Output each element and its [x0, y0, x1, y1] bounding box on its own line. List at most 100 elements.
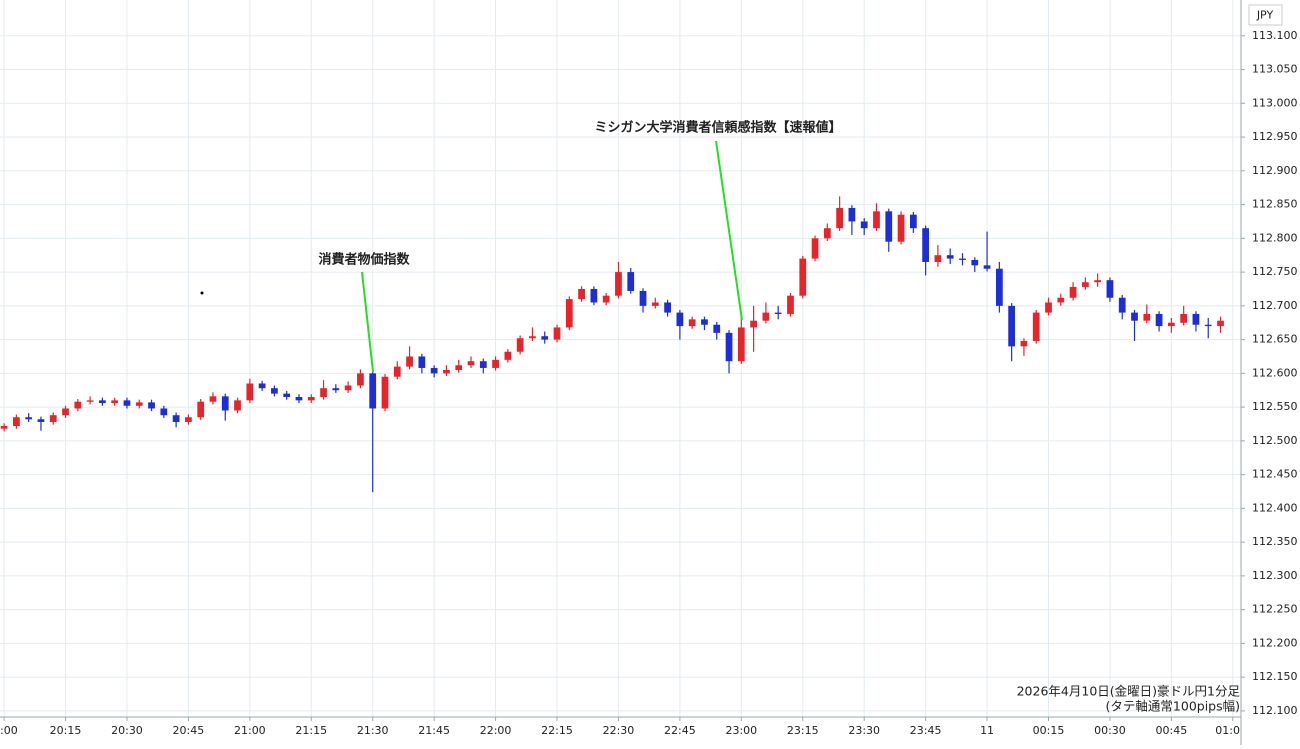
- candle-body: [1155, 313, 1163, 327]
- candle-body: [357, 373, 364, 386]
- y-tick-label: 112.300: [1252, 569, 1298, 582]
- candle-body: [799, 258, 807, 296]
- y-tick-label: 112.450: [1252, 468, 1298, 481]
- x-tick-label: 01:0: [1215, 724, 1240, 737]
- y-tick-label: 112.100: [1252, 704, 1298, 717]
- candle-body: [209, 396, 217, 402]
- y-axis-label: JPY: [1256, 9, 1274, 22]
- annotation: 消費者物価指数: [318, 252, 410, 268]
- x-tick-label: 23:45: [910, 724, 942, 737]
- candle-body: [369, 373, 377, 409]
- candle-body: [1106, 280, 1114, 298]
- y-tick-label: 112.600: [1252, 366, 1298, 379]
- candle-body: [393, 366, 401, 377]
- candle-body: [909, 214, 917, 229]
- y-tick-label: 112.200: [1252, 636, 1298, 649]
- y-tick-label: 113.000: [1252, 96, 1298, 109]
- x-tick-label: 11: [980, 724, 994, 737]
- candle-body: [271, 388, 278, 394]
- candle-body: [1020, 340, 1028, 347]
- candle-body: [258, 383, 266, 389]
- candle-body: [197, 401, 205, 418]
- y-tick-label: 113.050: [1252, 63, 1298, 76]
- candle-body: [701, 319, 708, 325]
- candle-body: [344, 385, 352, 391]
- candle-body: [725, 332, 733, 362]
- candle-body: [1045, 302, 1052, 313]
- grid: [0, 0, 1241, 717]
- candle-body: [934, 255, 942, 262]
- y-tick-label: 112.500: [1252, 434, 1298, 447]
- x-tick-label: 22:00: [480, 724, 512, 737]
- candle-body: [1217, 320, 1224, 327]
- y-tick-label: 112.750: [1252, 265, 1298, 278]
- y-tick-label: 112.900: [1252, 164, 1298, 177]
- candle-body: [897, 214, 905, 242]
- candle-body: [774, 312, 782, 314]
- candle-body: [516, 338, 524, 352]
- x-tick-label: 22:30: [603, 724, 635, 737]
- y-tick-label: 112.150: [1252, 670, 1298, 683]
- candle-body: [1032, 312, 1040, 341]
- x-tick-label: 21:45: [418, 724, 450, 737]
- annotation-line: [361, 271, 374, 373]
- candle-body: [62, 408, 69, 416]
- caption: 2026年4月10日(金曜日)豪ドル円1分足: [1017, 684, 1241, 699]
- candle-body: [1081, 282, 1089, 287]
- y-tick-label: 112.350: [1252, 535, 1298, 548]
- x-tick-label: 21:00: [234, 724, 266, 737]
- candle-body: [185, 417, 192, 422]
- candle-body: [1118, 297, 1126, 313]
- candle-body: [615, 272, 622, 296]
- y-tick-label: 112.400: [1252, 501, 1298, 514]
- candle-body: [995, 268, 1003, 306]
- candle-body: [504, 351, 512, 360]
- candle-body: [1094, 280, 1102, 283]
- y-tick-label: 113.100: [1252, 29, 1298, 42]
- candle-body: [602, 295, 610, 303]
- candle-body: [443, 369, 450, 374]
- candle-body: [246, 383, 254, 401]
- candle-body: [836, 207, 843, 229]
- candle-body: [553, 327, 561, 340]
- candle-body: [1057, 297, 1065, 303]
- x-tick-label: 23:00: [725, 724, 757, 737]
- candle-body: [160, 408, 168, 416]
- candle-body: [283, 393, 291, 397]
- x-tick-label: 22:45: [664, 724, 696, 737]
- candle-body: [13, 417, 20, 427]
- candle-body: [148, 402, 155, 409]
- candle-body: [541, 336, 549, 340]
- candle-body: [983, 265, 991, 269]
- candle-body: [172, 415, 180, 422]
- candle-body: [86, 400, 94, 402]
- candle-body: [123, 400, 131, 406]
- x-tick-label: 22:15: [541, 724, 573, 737]
- x-tick-label: 00:30: [1094, 724, 1126, 737]
- candle-body: [676, 312, 684, 327]
- candle-body: [1167, 322, 1175, 327]
- candle-body: [25, 417, 33, 420]
- candle-body: [479, 361, 487, 368]
- candle-body: [1192, 313, 1200, 325]
- candle-body: [860, 221, 868, 229]
- x-tick-label: 23:15: [787, 724, 819, 737]
- candle-body: [590, 288, 598, 303]
- candle-body: [1069, 286, 1077, 298]
- candle-body: [946, 255, 954, 259]
- candles: [0, 196, 1224, 493]
- candle-body: [234, 400, 241, 411]
- candle-body: [922, 228, 930, 262]
- y-tick-label: 112.700: [1252, 299, 1298, 312]
- candle-body: [651, 302, 659, 306]
- candle-body: [873, 211, 880, 229]
- x-tick-label: 21:30: [357, 724, 389, 737]
- candle-body: [639, 290, 647, 306]
- y-tick-label: 112.950: [1252, 130, 1298, 143]
- x-tick-label: 23:30: [848, 724, 880, 737]
- candle-body: [1008, 305, 1016, 347]
- candle-body: [1143, 313, 1151, 321]
- candle-body: [320, 388, 327, 397]
- candle-body: [737, 327, 745, 362]
